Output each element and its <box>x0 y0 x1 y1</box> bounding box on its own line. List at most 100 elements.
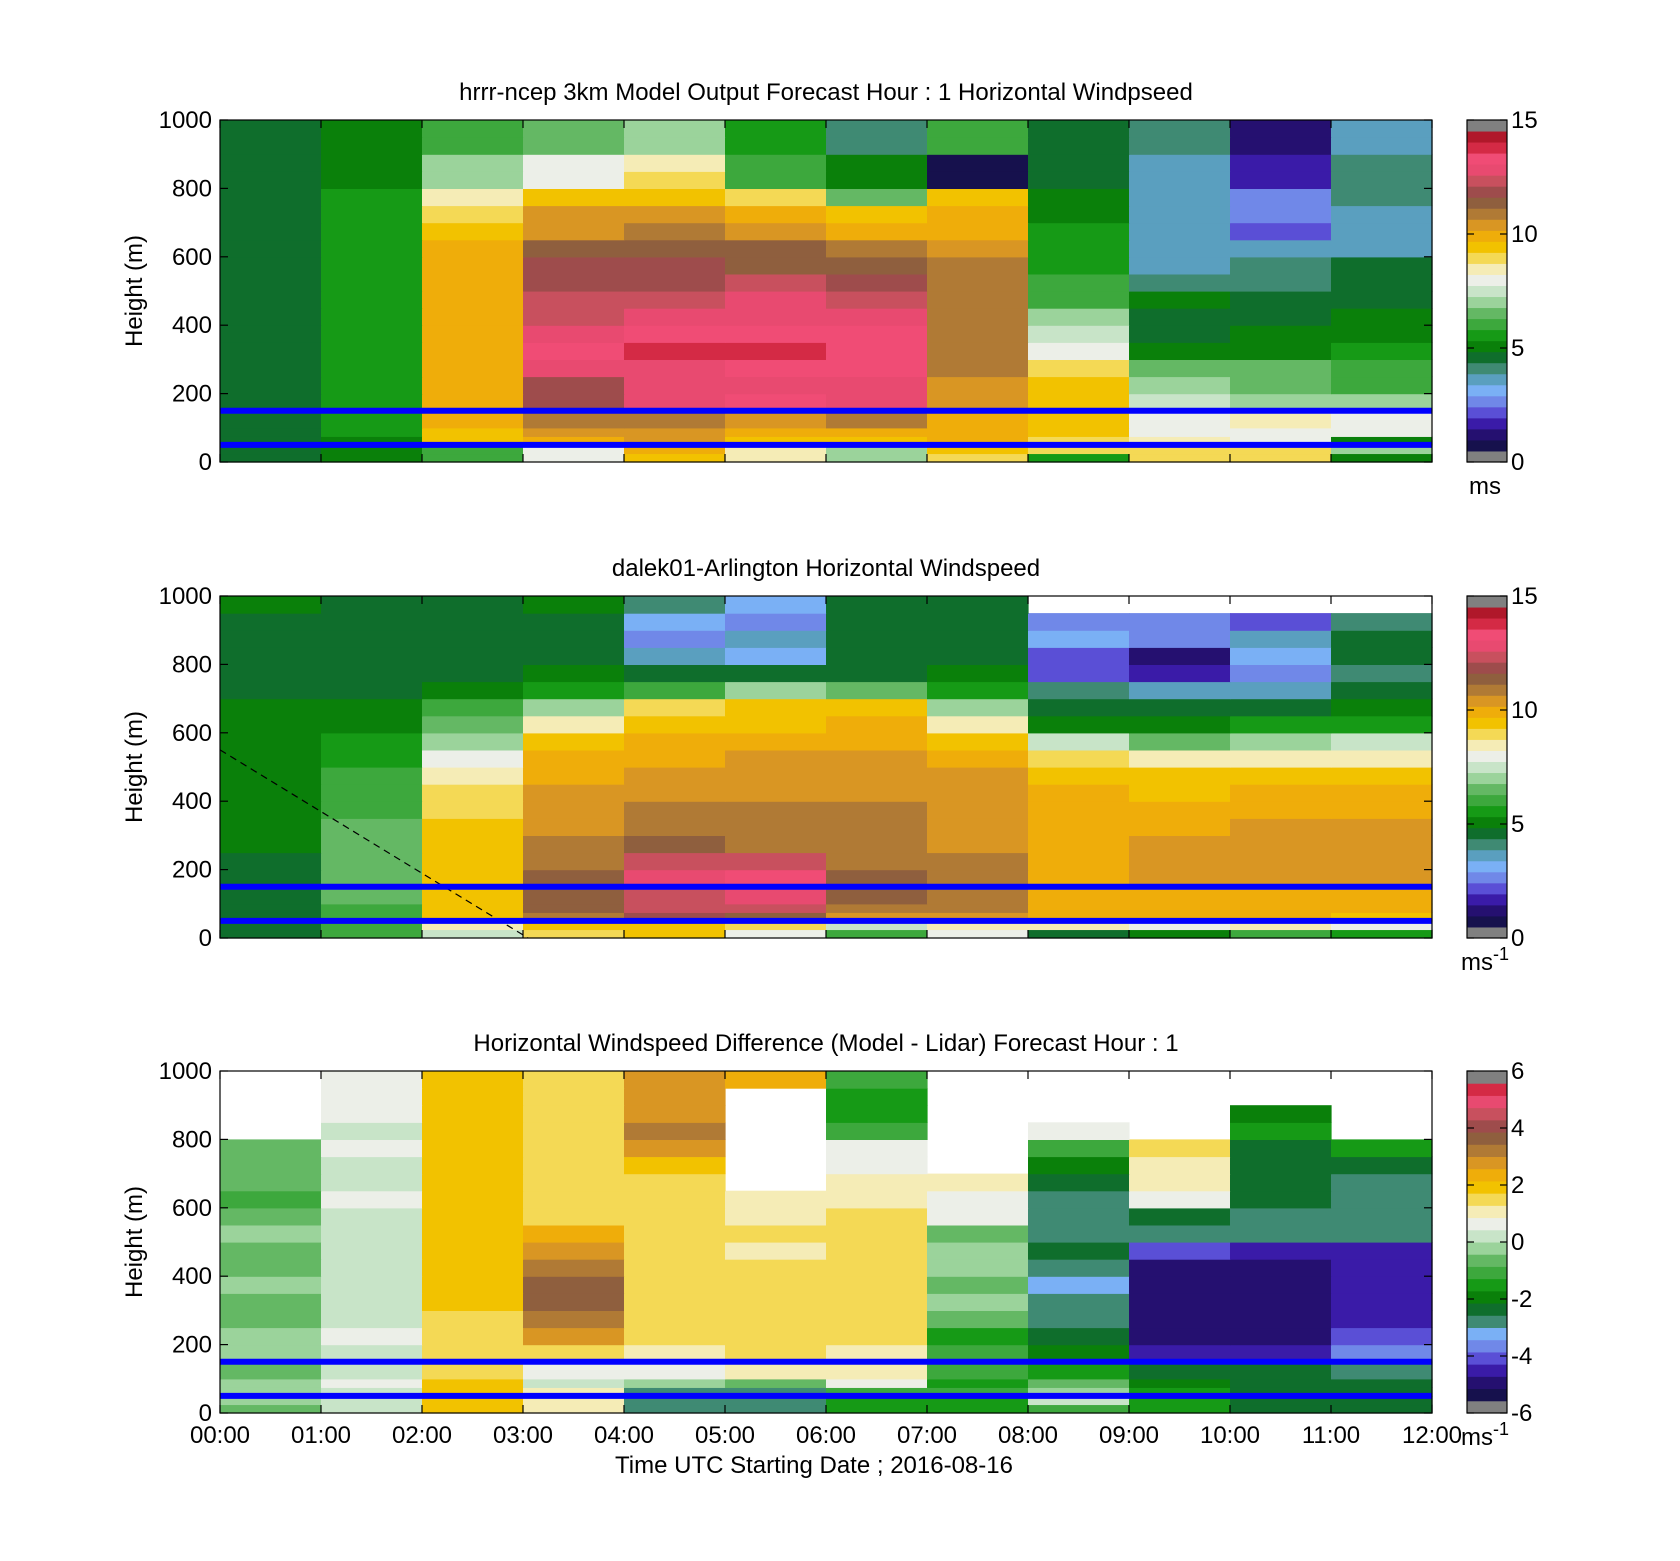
heatmap-cell <box>523 664 625 683</box>
heatmap-cell <box>1331 291 1433 309</box>
heatmap-cell <box>624 393 726 412</box>
heatmap-cell <box>422 1310 524 1329</box>
heatmap-cell <box>1028 1139 1130 1158</box>
colorbar-tick-label: 6 <box>1511 1058 1524 1085</box>
heatmap-cell <box>220 818 322 836</box>
heatmap-cell <box>826 1105 928 1123</box>
heatmap-cell <box>1129 912 1231 922</box>
heatmap-cell <box>321 1173 423 1192</box>
heatmap-cell <box>725 1190 827 1209</box>
heatmap-cell <box>927 1327 1029 1346</box>
heatmap-cell <box>1230 869 1332 888</box>
heatmap-cell <box>927 1276 1029 1294</box>
heatmap-cell <box>1230 325 1332 343</box>
heatmap-cell <box>725 1378 827 1388</box>
heatmap-cell <box>220 920 322 931</box>
heatmap-cell <box>523 835 625 854</box>
heatmap-cell <box>725 801 827 819</box>
heatmap-cell <box>1129 410 1231 429</box>
heatmap-cell <box>1331 1293 1433 1311</box>
heatmap-cell <box>422 613 524 631</box>
heatmap-cell <box>927 342 1029 360</box>
heatmap-cell <box>523 1071 625 1089</box>
heatmap-cell <box>1230 1293 1332 1311</box>
x-axis-label: Time UTC Starting Date ; 2016-08-16 <box>615 1452 1013 1479</box>
heatmap-cell <box>826 1173 928 1192</box>
colorbar-units-exponent: -1 <box>1493 1419 1509 1439</box>
x-tick-label: 08:00 <box>998 1422 1058 1449</box>
heatmap-cell <box>826 154 928 172</box>
heatmap-cell <box>523 239 625 258</box>
heatmap-cell <box>422 1327 524 1346</box>
heatmap-cell <box>220 767 322 785</box>
colorbar-segment <box>1467 197 1507 209</box>
heatmap-cell <box>1331 154 1433 172</box>
heatmap-cell <box>1129 120 1231 138</box>
heatmap-cell <box>1331 1276 1433 1294</box>
heatmap-cell <box>523 818 625 836</box>
colorbar-segment <box>1467 849 1507 862</box>
heatmap-cell <box>725 291 827 309</box>
colorbar-segment <box>1467 1168 1507 1182</box>
heatmap-cell <box>1028 912 1130 922</box>
colorbar-tick-label: 15 <box>1511 583 1538 610</box>
heatmap-cell <box>1028 1156 1130 1175</box>
heatmap-cell <box>624 1139 726 1158</box>
heatmap-cell <box>624 1387 726 1397</box>
heatmap-cell <box>1331 1378 1433 1388</box>
heatmap-cell <box>422 801 524 819</box>
colorbar-segment <box>1467 362 1507 375</box>
heatmap-cell <box>220 912 322 922</box>
heatmap-cell <box>927 436 1029 446</box>
heatmap-cell <box>523 784 625 802</box>
heatmap-cell <box>321 308 423 326</box>
heatmap-cell <box>624 427 726 437</box>
heatmap-cell <box>624 410 726 429</box>
heatmap-cell <box>725 715 827 734</box>
colorbar-segment <box>1467 1278 1507 1292</box>
colorbar-segment <box>1467 673 1507 685</box>
heatmap-cell <box>1230 1361 1332 1380</box>
heatmap-cell <box>220 784 322 802</box>
heatmap-cell <box>422 920 524 931</box>
y-axis-label: Height (m) <box>121 235 148 347</box>
heatmap-cell <box>523 630 625 648</box>
heatmap-cell <box>220 801 322 819</box>
heatmap-cell <box>624 681 726 700</box>
heatmap-cell <box>422 325 524 343</box>
heatmap-cell <box>523 188 625 207</box>
heatmap-cell <box>1331 681 1433 700</box>
colorbar-segment <box>1467 120 1507 132</box>
heatmap-cell <box>927 444 1029 455</box>
heatmap-cell <box>422 869 524 888</box>
heatmap-cell <box>220 453 322 463</box>
heatmap-cell <box>725 1404 827 1414</box>
heatmap-cell <box>624 630 726 648</box>
heatmap-cell <box>1028 613 1130 631</box>
heatmap-cell <box>523 681 625 700</box>
colorbar-segment <box>1467 153 1507 165</box>
heatmap-cell <box>1028 681 1130 700</box>
heatmap-cell <box>927 239 1029 258</box>
heatmap-cell <box>523 852 625 871</box>
colorbar-segment <box>1467 252 1507 264</box>
heatmap-cell <box>826 1071 928 1089</box>
heatmap-cell <box>927 767 1029 785</box>
heatmap-cell <box>523 120 625 138</box>
colorbar-segment <box>1467 296 1507 309</box>
heatmap-cell <box>1230 444 1332 455</box>
heatmap-cell <box>624 835 726 854</box>
heatmap-cell <box>1129 647 1231 665</box>
colorbar-segment <box>1467 1254 1507 1267</box>
heatmap-cell <box>1230 1242 1332 1260</box>
heatmap-cell <box>321 732 423 751</box>
heatmap-cell <box>422 1122 524 1140</box>
heatmap-cell <box>321 453 423 463</box>
heatmap-cell <box>422 453 524 463</box>
heatmap-cell <box>523 596 625 614</box>
heatmap-cell <box>422 171 524 189</box>
heatmap-cell <box>1230 342 1332 360</box>
colorbar-segment <box>1467 1327 1507 1341</box>
dashed-diagonal-line <box>219 749 529 939</box>
heatmap-cell <box>1028 205 1130 224</box>
